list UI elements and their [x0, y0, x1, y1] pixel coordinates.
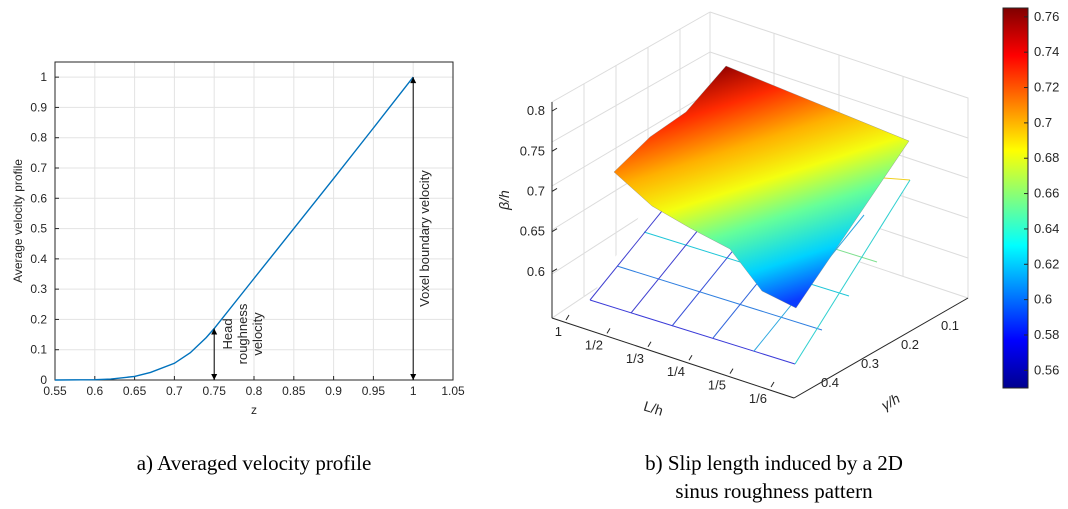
surface-x-tick-label: 1/6	[749, 391, 767, 406]
caption-b-line2: sinus roughness pattern	[675, 479, 873, 503]
surface-y-tick-label: 0.2	[901, 337, 919, 352]
velocity-x-ticks: 0.55 0.6 0.65 0.7 0.75 0.8 0.85 0.9 0.95 1 1.05	[43, 376, 465, 398]
surface-x-tick-label: 1/2	[585, 337, 603, 352]
velocity-x-tick-label: 0.8	[246, 384, 263, 398]
head-roughness-annotation-text: Head	[220, 318, 235, 349]
surface-z-tick-label: 0.65	[520, 224, 545, 239]
velocity-x-tick-label: 0.65	[123, 384, 147, 398]
colorbar-gradient	[1002, 7, 1029, 389]
annotation-arrow-head-top	[211, 328, 218, 335]
colorbar-tick-label: 0.6	[1034, 292, 1052, 307]
annotation-arrow-head-bottom	[211, 374, 218, 380]
surface-x-axis-label: L/h	[642, 398, 665, 419]
surface-x-tick-mark	[770, 381, 775, 388]
surface-z-axis-label: β/h	[496, 190, 512, 211]
colorbar-tick-label: 0.76	[1034, 9, 1059, 24]
surface-z-tick-mark	[551, 228, 558, 233]
surface-x-tick-mark	[647, 341, 652, 348]
slip-length-surface	[613, 65, 910, 309]
surface-z-tick-mark	[551, 107, 558, 112]
surface-z-tick-label: 0.8	[527, 103, 545, 118]
velocity-x-tick-label: 1	[410, 384, 417, 398]
velocity-x-tick-label: 0.85	[282, 384, 306, 398]
voxel-boundary-annotation-text: Voxel boundary velocity	[417, 170, 432, 307]
surface-x-tick-mark	[688, 354, 693, 361]
caption-b-line1: b) Slip length induced by a 2D	[645, 451, 903, 475]
annotation-arrow-head-top	[410, 77, 417, 84]
velocity-x-tick-label: 1.05	[441, 384, 465, 398]
surface-x-tick-label: 1/3	[626, 351, 644, 366]
caption-a: a) Averaged velocity profile	[137, 451, 372, 475]
velocity-profile-chart: 0.55 0.6 0.65 0.7 0.75 0.8 0.85 0.9 0.95 1 1.05 00…	[11, 61, 465, 417]
surface-colorbar: 0.56 0.58 0.6 0.62 0.64 0.66 0.68 0.7 0.72 0.74 0.…	[1002, 7, 1059, 389]
velocity-x-tick-label: 0.75	[203, 384, 227, 398]
velocity-y-tick-label: 1	[40, 70, 47, 84]
head-roughness-annotation-text: velocity	[250, 312, 265, 356]
velocity-x-tick-label: 0.9	[325, 384, 342, 398]
colorbar-tick-label: 0.56	[1034, 362, 1059, 377]
colorbar-tick-label: 0.74	[1034, 44, 1059, 59]
velocity-y-tick-label: 0	[40, 373, 47, 387]
colorbar-ticks: 0.56 0.58 0.6 0.62 0.64 0.66 0.68 0.7 0.72 0.74 0.…	[1024, 9, 1059, 377]
surface-y-tick-label: 0.3	[861, 356, 879, 371]
surface-y-tick-label: 0.4	[821, 375, 839, 390]
head-roughness-annotation-text: roughness	[235, 303, 250, 364]
colorbar-tick-label: 0.58	[1034, 327, 1059, 342]
surface-x-ticks: 1 1/2 1/3 1/4 1/5 1/6	[555, 314, 775, 406]
colorbar-tick-label: 0.72	[1034, 80, 1059, 95]
velocity-x-tick-label: 0.55	[43, 384, 67, 398]
surface-z-tick-label: 0.7	[527, 183, 545, 198]
surface-x-tick-mark	[565, 314, 570, 321]
velocity-y-tick-label: 0.9	[30, 100, 47, 114]
surface-z-tick-mark	[551, 188, 558, 192]
velocity-y-tick-label: 0.3	[30, 282, 47, 296]
surface-z-ticks: 0.6 0.65 0.7 0.75 0.8	[520, 103, 558, 279]
surface-y-tick-label: 0.1	[941, 318, 959, 333]
surface-x-tick-label: 1	[555, 324, 562, 339]
velocity-y-tick-label: 0.2	[30, 312, 47, 326]
surface-x-tick-mark	[729, 368, 734, 374]
surface-x-tick-label: 1/5	[708, 378, 726, 393]
velocity-y-tick-label: 0.8	[30, 131, 47, 145]
colorbar-tick-label: 0.64	[1034, 221, 1059, 236]
velocity-y-ticks: 0 0.1 0.2 0.3 0.4 0.5 0.6 0.7 0.8 0.9 1	[30, 70, 59, 387]
colorbar-tick-label: 0.68	[1034, 150, 1059, 165]
surface-front-axes	[551, 102, 969, 399]
velocity-y-tick-label: 0.6	[30, 191, 47, 205]
surface-x-tick-label: 1/4	[667, 364, 685, 379]
velocity-x-tick-label: 0.6	[86, 384, 103, 398]
surface-x-tick-mark	[606, 328, 611, 334]
velocity-annotations: Head roughness velocity Voxel boundary velo…	[211, 77, 432, 380]
velocity-x-axis-label: z	[251, 403, 257, 417]
velocity-y-tick-label: 0.7	[30, 161, 47, 175]
surface-z-tick-mark	[551, 268, 558, 273]
velocity-y-axis-label: Average velocity profile	[11, 159, 25, 283]
annotation-arrow-head-bottom	[410, 374, 417, 380]
velocity-x-tick-label: 0.95	[362, 384, 386, 398]
velocity-y-tick-label: 0.1	[30, 343, 47, 357]
velocity-x-tick-label: 0.7	[166, 384, 183, 398]
slip-length-surface-chart: 0.60.650.70.750.8 11/21/31/41/51/6 0.10.…	[496, 7, 1059, 419]
colorbar-tick-label: 0.7	[1034, 115, 1052, 130]
velocity-y-tick-label: 0.5	[30, 222, 47, 236]
velocity-y-tick-label: 0.4	[30, 252, 47, 266]
velocity-series-line	[54, 76, 414, 381]
surface-z-tick-label: 0.75	[520, 143, 545, 158]
surface-y-ticks: 0.1 0.2 0.3 0.4	[821, 318, 959, 390]
colorbar-tick-label: 0.62	[1034, 256, 1059, 271]
surface-y-axis-label: γ/h	[878, 390, 902, 413]
surface-z-tick-mark	[551, 147, 558, 152]
surface-z-tick-label: 0.6	[527, 264, 545, 279]
colorbar-tick-label: 0.66	[1034, 186, 1059, 201]
